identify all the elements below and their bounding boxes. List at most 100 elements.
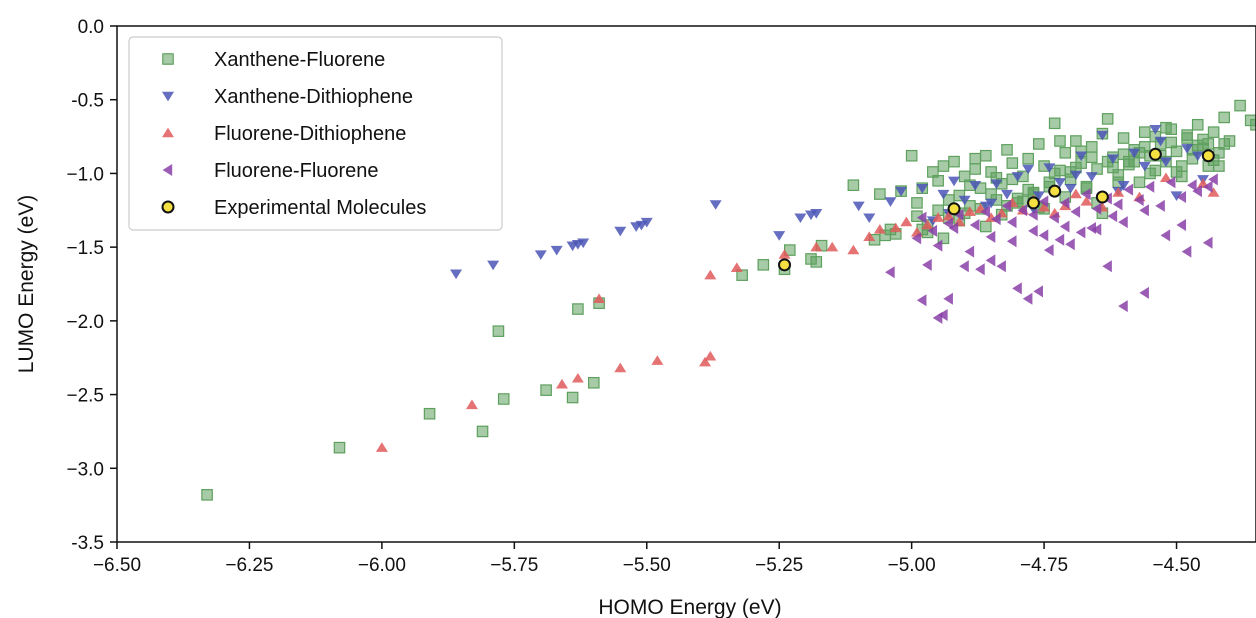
data-point xyxy=(985,254,996,267)
data-point xyxy=(985,198,998,209)
data-point xyxy=(1059,220,1070,233)
data-point xyxy=(1154,136,1167,147)
data-point xyxy=(958,195,971,206)
data-point xyxy=(1069,188,1082,199)
data-point xyxy=(1160,229,1171,242)
data-point xyxy=(1043,163,1056,173)
data-point xyxy=(1207,187,1220,197)
data-point xyxy=(1059,146,1072,159)
legend-label: Xanthene-Dithiophene xyxy=(214,86,413,108)
data-point xyxy=(937,189,950,200)
data-point xyxy=(885,266,895,279)
data-point xyxy=(1101,113,1114,125)
data-point xyxy=(1191,118,1204,131)
data-point xyxy=(1213,160,1225,172)
data-point xyxy=(1176,191,1187,204)
data-point xyxy=(704,269,717,280)
data-point xyxy=(874,188,886,200)
data-point xyxy=(948,176,961,187)
data-point xyxy=(1001,189,1014,200)
x-tick-label: −6.25 xyxy=(225,555,273,576)
data-point xyxy=(1112,198,1123,211)
data-point xyxy=(980,149,992,162)
data-point xyxy=(1181,245,1192,258)
data-point xyxy=(1102,260,1112,273)
series-xanthene-dithiophene xyxy=(450,125,1210,280)
data-point xyxy=(810,241,823,252)
data-point xyxy=(996,260,1006,273)
data-point xyxy=(1085,172,1098,182)
data-point xyxy=(375,442,388,452)
data-point xyxy=(942,210,955,221)
data-point xyxy=(911,232,922,245)
data-point xyxy=(948,155,960,168)
data-point xyxy=(1128,148,1141,159)
data-point xyxy=(900,216,913,227)
data-point xyxy=(1202,138,1215,150)
legend-marker xyxy=(162,91,174,102)
data-point xyxy=(1234,99,1246,112)
data-point xyxy=(1191,139,1204,152)
data-point xyxy=(572,303,584,315)
data-point xyxy=(1207,126,1220,138)
data-point xyxy=(1192,185,1202,198)
data-point xyxy=(985,230,996,243)
legend-label: Fluorene-Dithiophene xyxy=(214,123,406,145)
legend-box xyxy=(128,36,503,231)
data-point xyxy=(1165,176,1176,189)
data-point xyxy=(1155,199,1165,212)
data-point xyxy=(1075,151,1088,162)
data-point xyxy=(492,325,505,337)
data-point xyxy=(1160,121,1172,134)
data-point xyxy=(873,224,886,234)
legend-label: Xanthene-Fluorene xyxy=(214,49,385,71)
data-point xyxy=(938,308,948,321)
data-point xyxy=(1133,176,1146,189)
data-point xyxy=(730,262,743,272)
x-tick-label: −4.50 xyxy=(1152,555,1200,576)
data-point xyxy=(651,355,664,365)
y-tick-label: −1.5 xyxy=(66,238,104,259)
data-point xyxy=(778,249,791,259)
data-point xyxy=(1048,184,1062,198)
series-xanthene-fluorene xyxy=(201,99,1256,501)
data-point xyxy=(911,197,923,209)
data-point xyxy=(1012,282,1022,295)
data-point xyxy=(1117,181,1130,191)
data-point xyxy=(980,220,992,233)
data-point xyxy=(1043,244,1054,257)
data-point xyxy=(921,219,934,230)
data-point xyxy=(927,224,938,237)
data-point xyxy=(1070,135,1082,147)
data-point xyxy=(1006,157,1019,169)
y-tick-label: −2.5 xyxy=(66,386,104,407)
data-point xyxy=(465,399,478,410)
data-point xyxy=(1096,130,1109,141)
data-point xyxy=(1038,201,1051,212)
data-point xyxy=(1138,126,1151,138)
data-point xyxy=(1032,138,1045,150)
data-point xyxy=(937,160,950,172)
data-point xyxy=(1191,151,1204,162)
data-point xyxy=(1176,219,1187,232)
data-point xyxy=(1033,285,1043,298)
data-point xyxy=(1006,216,1017,229)
y-tick-label: -0.5 xyxy=(71,91,104,112)
data-point xyxy=(497,393,510,405)
data-point xyxy=(540,384,552,396)
data-point xyxy=(1149,125,1162,135)
data-point xyxy=(333,441,346,454)
data-point xyxy=(947,202,961,216)
data-point xyxy=(1022,183,1034,196)
data-point xyxy=(487,260,500,271)
data-point xyxy=(847,179,860,192)
data-point xyxy=(1080,196,1093,206)
data-point xyxy=(1134,193,1144,206)
data-point xyxy=(884,197,897,207)
data-point xyxy=(1028,208,1038,221)
data-point xyxy=(423,407,436,420)
data-point xyxy=(1202,236,1213,249)
data-point xyxy=(959,260,969,273)
data-point xyxy=(1001,199,1012,212)
